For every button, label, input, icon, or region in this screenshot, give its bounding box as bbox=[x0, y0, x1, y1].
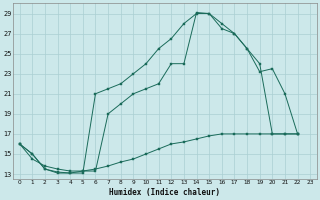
X-axis label: Humidex (Indice chaleur): Humidex (Indice chaleur) bbox=[109, 188, 220, 197]
